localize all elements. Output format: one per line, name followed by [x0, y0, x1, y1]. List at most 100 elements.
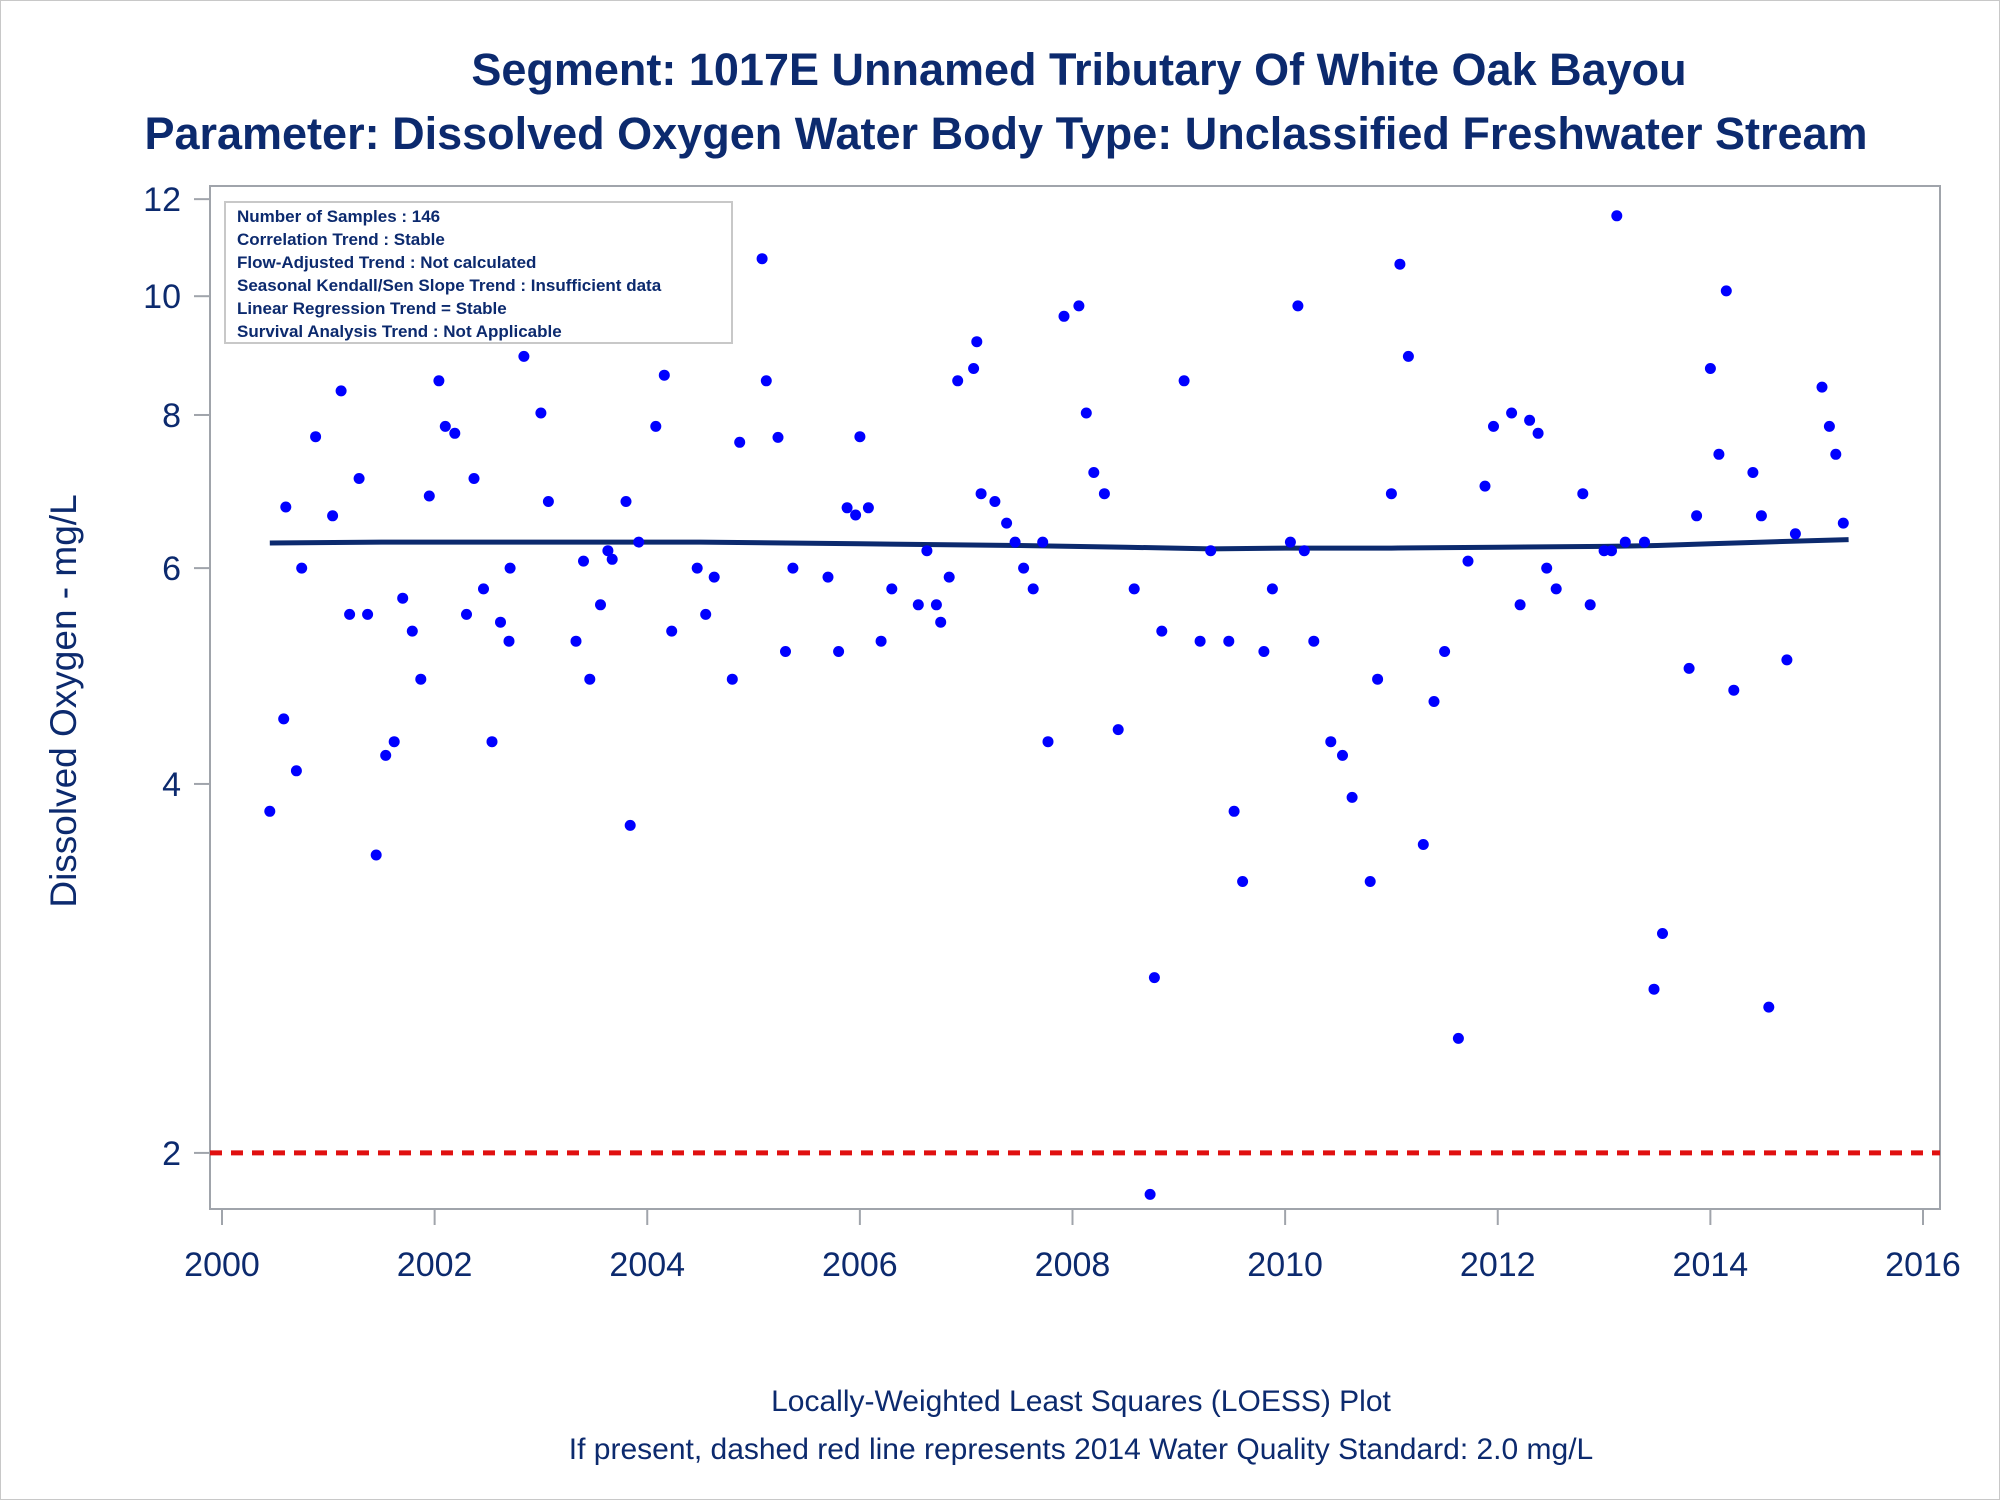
y-tick-label: 10: [143, 278, 181, 316]
data-point: [822, 571, 834, 583]
stats-line-linear-regression: Linear Regression Trend = Stable: [237, 299, 507, 318]
data-point: [264, 805, 276, 817]
data-point: [1639, 536, 1650, 548]
data-point: [423, 490, 435, 502]
data-point: [433, 375, 445, 387]
data-point: [1488, 420, 1499, 432]
data-point: [535, 407, 547, 419]
data-point: [1325, 736, 1337, 748]
footnote-standard: If present, dashed red line represents 2…: [569, 1433, 1593, 1466]
data-point: [1683, 662, 1695, 674]
data-point: [1514, 599, 1526, 611]
data-point: [1691, 510, 1703, 522]
data-point: [1402, 350, 1414, 362]
stats-box-border: [224, 201, 733, 344]
data-point: [504, 562, 516, 574]
data-point: [1541, 562, 1553, 574]
data-point: [708, 571, 720, 583]
data-point: [1439, 646, 1451, 657]
data-point: [503, 635, 515, 647]
data-point: [1704, 363, 1716, 374]
x-tick-label: 2016: [1885, 1246, 1961, 1284]
data-point: [486, 736, 498, 748]
data-point: [726, 673, 738, 685]
data-point: [1506, 407, 1518, 419]
data-point: [1648, 983, 1660, 995]
data-point: [1337, 749, 1348, 761]
data-point: [1524, 414, 1536, 426]
data-point: [620, 496, 632, 507]
data-point: [602, 545, 614, 557]
data-point: [1755, 510, 1767, 522]
data-point: [772, 431, 784, 443]
data-point: [1284, 536, 1296, 548]
data-point: [1789, 528, 1801, 540]
chart-subtitle: Parameter: Dissolved Oxygen Water Body T…: [144, 108, 1867, 159]
data-point: [606, 553, 618, 565]
data-point: [595, 599, 606, 611]
data-point: [971, 336, 983, 348]
data-point: [397, 592, 409, 604]
data-point: [968, 363, 980, 374]
data-point: [841, 502, 853, 514]
stats-line-samples: Number of Samples : 146: [237, 207, 440, 226]
data-point: [327, 510, 339, 522]
data-point: [1112, 724, 1124, 736]
data-point: [633, 536, 645, 548]
data-point: [862, 502, 874, 514]
stats-line-seasonal-kendall: Seasonal Kendall/Sen Slope Trend : Insuf…: [237, 276, 662, 295]
data-point: [353, 473, 365, 484]
data-point: [1385, 488, 1397, 500]
data-point: [1205, 545, 1217, 557]
data-point: [1298, 545, 1310, 557]
data-point: [1823, 420, 1835, 432]
data-point: [1394, 258, 1406, 270]
data-point: [1532, 427, 1544, 439]
data-point: [1178, 375, 1190, 387]
data-point: [975, 488, 987, 500]
data-point: [935, 616, 947, 628]
data-point: [624, 819, 636, 831]
y-tick-label: 12: [143, 181, 181, 219]
y-tick-label: 2: [162, 1135, 181, 1173]
data-point: [280, 501, 292, 513]
stats-box: Number of Samples : 146 Correlation Tren…: [224, 201, 733, 344]
data-point: [1194, 635, 1206, 647]
data-point: [335, 385, 347, 397]
data-point: [370, 849, 382, 861]
data-point: [1728, 684, 1740, 696]
data-point: [1098, 488, 1110, 500]
loess-line: [269, 537, 1849, 552]
x-axis: 2000 2002 2004 2006 2008 2010 2012 2014 2016: [184, 1209, 1961, 1284]
data-point: [850, 509, 862, 521]
x-tick-label: 2006: [822, 1246, 898, 1284]
data-point: [1830, 448, 1842, 460]
data-point: [1001, 517, 1013, 529]
data-point: [760, 375, 772, 387]
data-point: [449, 427, 461, 439]
data-point: [1479, 480, 1491, 492]
data-point: [1058, 310, 1070, 322]
data-point: [495, 616, 506, 628]
data-point: [943, 571, 955, 583]
data-point: [380, 749, 392, 761]
data-point: [1417, 839, 1429, 850]
data-point: [1156, 625, 1168, 637]
data-point: [1308, 635, 1320, 647]
data-point: [461, 608, 472, 620]
x-tick-label: 2008: [1035, 1246, 1111, 1284]
data-point: [756, 253, 768, 265]
data-point: [439, 420, 451, 432]
data-point: [952, 375, 964, 387]
data-point: [691, 562, 703, 574]
y-axis: 2 4 6 8 10 12: [143, 181, 210, 1173]
x-tick-label: 2010: [1247, 1246, 1323, 1284]
data-point: [666, 625, 678, 637]
data-point: [1037, 536, 1049, 548]
data-point: [1550, 583, 1562, 595]
data-point: [1816, 381, 1828, 393]
data-point: [468, 473, 480, 484]
x-tick-label: 2002: [397, 1246, 473, 1284]
data-point: [1228, 805, 1240, 817]
